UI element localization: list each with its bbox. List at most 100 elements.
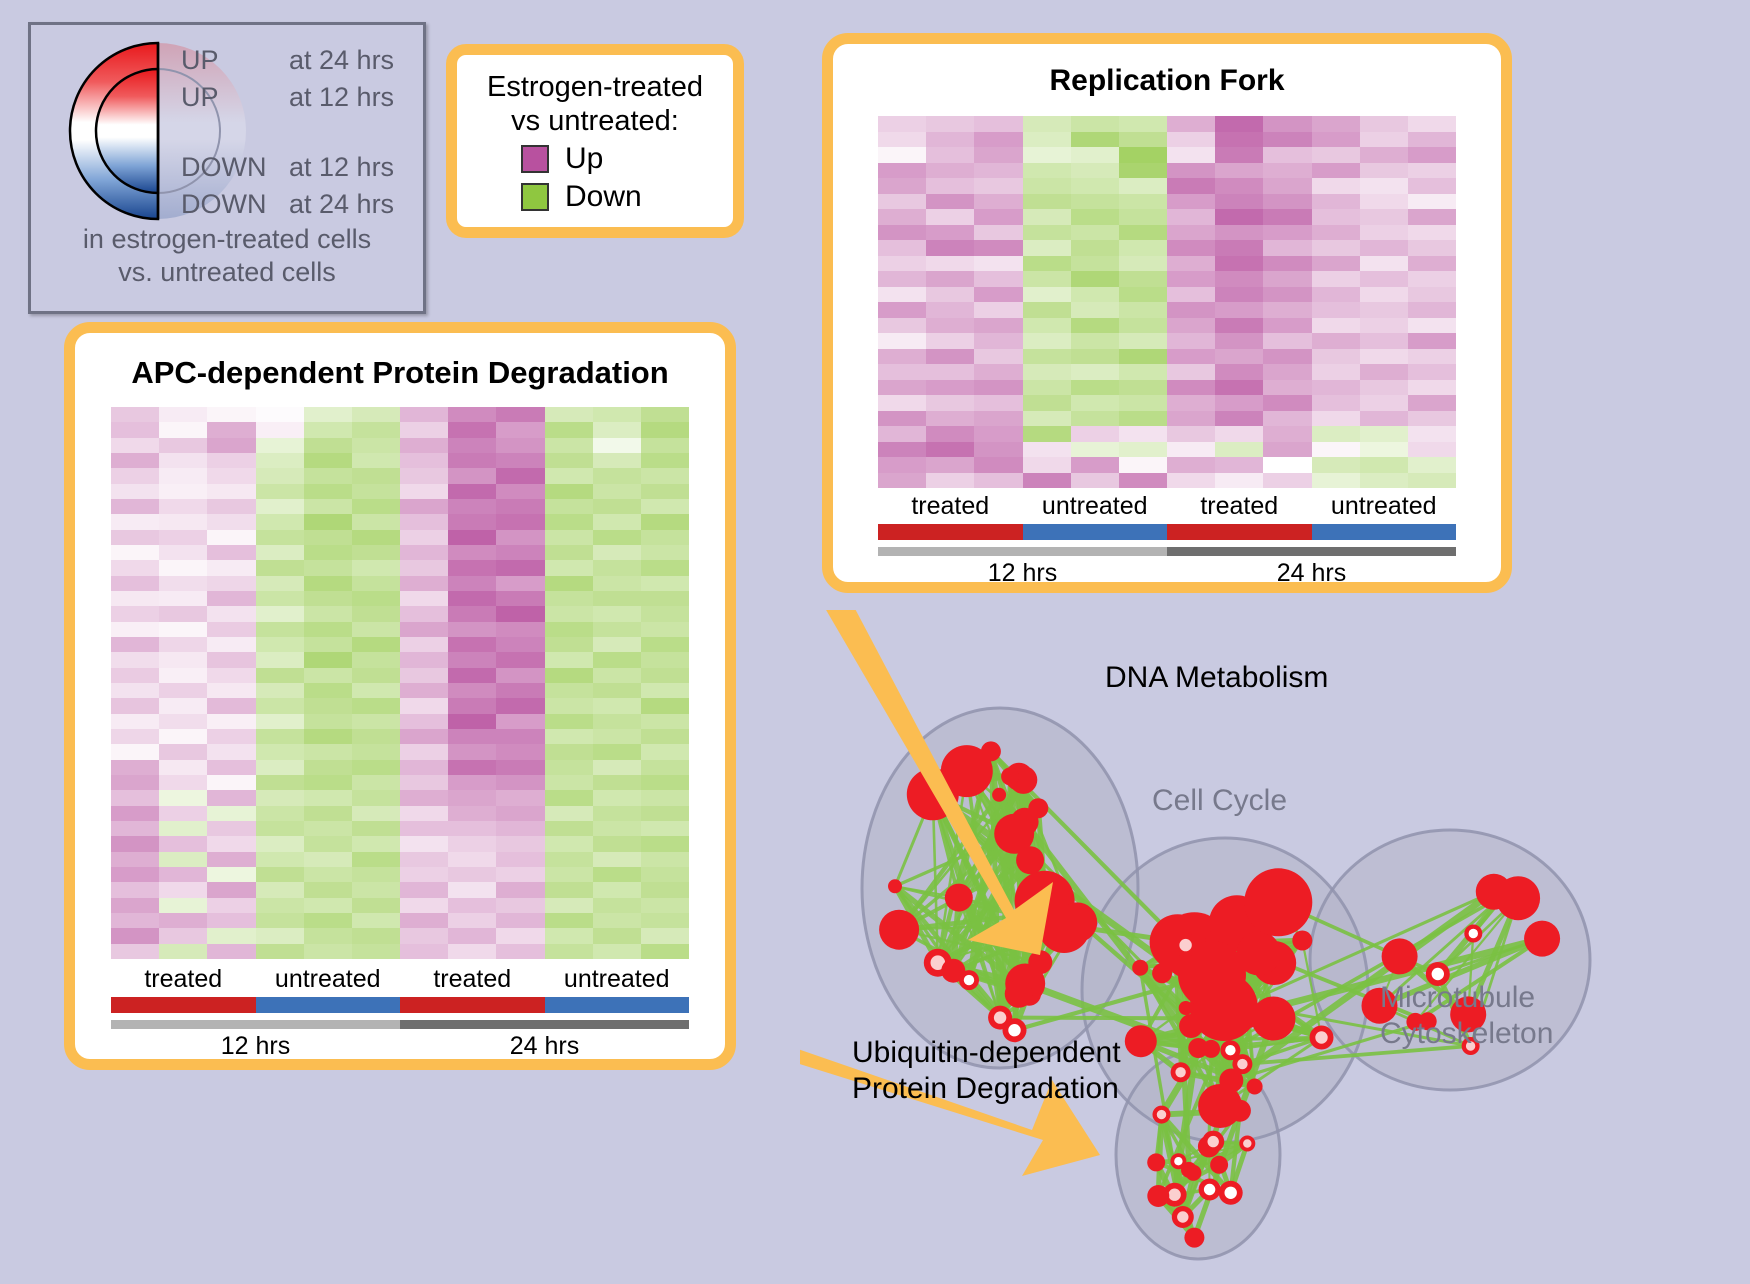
network-node[interactable]	[1219, 1069, 1243, 1093]
network-node[interactable]	[1524, 921, 1560, 957]
heatmap-cell	[926, 333, 974, 349]
heatmap-cell	[352, 698, 400, 713]
heatmap-cell	[593, 698, 641, 713]
heatmap-cell	[1360, 318, 1408, 334]
heatmap-apc-degradation	[111, 407, 689, 959]
heatmap-cell	[1408, 473, 1456, 489]
heatmap-cell	[545, 852, 593, 867]
network-node[interactable]	[992, 788, 1006, 802]
heatmap-cell	[400, 422, 448, 437]
heatmap-cell	[1071, 457, 1119, 473]
network-node[interactable]	[1185, 1165, 1201, 1181]
network-node[interactable]	[1188, 1038, 1208, 1058]
heatmap-cell	[1263, 364, 1311, 380]
heatmap-cell	[641, 438, 689, 453]
heatmap-cell	[1312, 380, 1360, 396]
heatmap-cell	[1167, 132, 1215, 148]
network-node[interactable]	[1229, 1100, 1251, 1122]
network-node[interactable]	[1005, 980, 1033, 1008]
heatmap-cell	[352, 591, 400, 606]
heatmap-cell	[304, 576, 352, 591]
heatmap-cell	[641, 760, 689, 775]
heatmap-cell	[1408, 333, 1456, 349]
heatmap-cell	[1215, 163, 1263, 179]
heatmap-cell	[1215, 147, 1263, 163]
heatmap-cell	[1071, 380, 1119, 396]
heatmap-cell	[1312, 116, 1360, 132]
heatmap-cell	[496, 867, 544, 882]
heatmap-cell	[304, 852, 352, 867]
network-node[interactable]	[981, 741, 1001, 761]
heatmap-cell	[159, 714, 207, 729]
heatmap-cell	[1167, 225, 1215, 241]
key-direction: UP	[181, 82, 289, 113]
heatmap-cell	[1119, 163, 1167, 179]
network-node[interactable]	[1179, 1014, 1203, 1038]
heatmap-cell	[1360, 225, 1408, 241]
heatmap-cell	[545, 944, 593, 959]
network-node[interactable]	[945, 884, 973, 912]
network-node[interactable]	[1057, 902, 1097, 942]
heatmap-cell	[1263, 318, 1311, 334]
heatmap-cell	[159, 484, 207, 499]
network-node[interactable]	[1244, 868, 1312, 936]
heatmap-cell	[1312, 178, 1360, 194]
network-node[interactable]	[1292, 931, 1312, 951]
heatmap-cell	[256, 821, 304, 836]
network-node[interactable]	[888, 879, 902, 893]
network-node[interactable]	[1247, 1079, 1263, 1095]
network-node[interactable]	[1184, 1228, 1204, 1248]
heatmap-cell	[641, 714, 689, 729]
color-key-row: UP at 12 hrs	[181, 82, 421, 119]
heatmap-cell	[974, 364, 1022, 380]
heatmap-cell	[159, 576, 207, 591]
network-node[interactable]	[1382, 938, 1418, 974]
network-node[interactable]	[1476, 874, 1512, 910]
heatmap-cell	[641, 576, 689, 591]
heatmap-cell	[1408, 364, 1456, 380]
heatmap-cell	[545, 560, 593, 575]
heatmap-cell	[448, 407, 496, 422]
heatmap-cell	[207, 852, 255, 867]
heatmap-cell	[304, 499, 352, 514]
network-node[interactable]	[1028, 798, 1048, 818]
network-node-core	[1157, 1110, 1166, 1119]
heatmap-cell	[159, 622, 207, 637]
heatmap-cell	[304, 468, 352, 483]
heatmap-cell	[974, 194, 1022, 210]
heatmap-cell	[256, 514, 304, 529]
heatmap-cell	[1215, 426, 1263, 442]
heatmap-cell	[1119, 287, 1167, 303]
heatmap-cell	[1312, 132, 1360, 148]
network-node[interactable]	[1125, 1025, 1157, 1057]
heatmap-cell	[159, 867, 207, 882]
heatmap-cell	[111, 499, 159, 514]
network-node[interactable]	[907, 768, 959, 820]
heatmap-cell	[878, 132, 926, 148]
heatmap-cell	[1167, 364, 1215, 380]
heatmap-cell	[207, 913, 255, 928]
network-node[interactable]	[1016, 846, 1044, 874]
heatmap-cell	[256, 913, 304, 928]
heatmap-cell	[641, 944, 689, 959]
heatmap-cell	[1360, 380, 1408, 396]
heatmap-cell	[352, 806, 400, 821]
network-node[interactable]	[941, 959, 965, 983]
network-node[interactable]	[879, 910, 919, 950]
network-node[interactable]	[1147, 1153, 1165, 1171]
time-label: 24 hrs	[1167, 559, 1456, 588]
network-node[interactable]	[1210, 1156, 1228, 1174]
network-node[interactable]	[1132, 960, 1148, 976]
heatmap-cell	[159, 898, 207, 913]
network-node[interactable]	[1147, 1185, 1169, 1207]
heatmap-cell	[207, 882, 255, 897]
heatmap-cell	[593, 928, 641, 943]
heatmap-cell	[159, 453, 207, 468]
heatmap-cell	[641, 499, 689, 514]
heatmap-cell	[256, 499, 304, 514]
network-node[interactable]	[1001, 767, 1019, 785]
heatmap-cell	[593, 637, 641, 652]
network-node[interactable]	[1028, 950, 1052, 974]
heatmap-cell	[878, 426, 926, 442]
heatmap-cell	[111, 790, 159, 805]
